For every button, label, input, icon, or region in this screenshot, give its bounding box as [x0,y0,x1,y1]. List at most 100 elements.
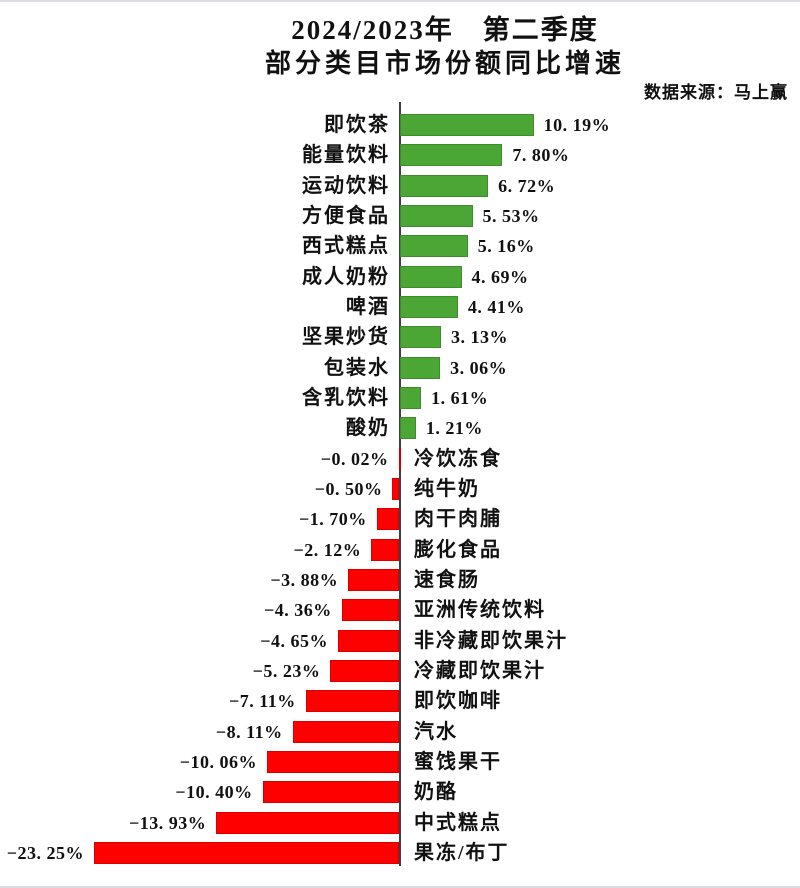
category-label: 肉干肉脯 [414,508,502,531]
chart-row: 冷藏即饮果汁 −5. 23% [0,656,800,686]
chart-row: 酸奶 1. 21% [0,413,800,443]
chart-row: 运动饮料 6. 72% [0,171,800,201]
chart-row: 即饮咖啡 −7. 11% [0,686,800,716]
value-label: −10. 40% [175,782,253,803]
category-bar [400,417,416,440]
chart-row: 果冻/布丁 −23. 25% [0,838,800,868]
value-label: 3. 13% [451,327,509,348]
category-bar [267,750,399,773]
zero-axis-line [399,102,401,866]
category-bar [400,235,468,258]
value-label: 3. 06% [450,357,508,378]
value-label: −8. 11% [215,721,283,742]
category-bar [330,659,399,682]
chart-row: 中式糕点 −13. 93% [0,807,800,837]
chart-row: 方便食品 5. 53% [0,201,800,231]
chart-row: 成人奶粉 4. 69% [0,262,800,292]
chart-row: 膨化食品 −2. 12% [0,534,800,564]
chart-row: 包装水 3. 06% [0,353,800,383]
category-bar [94,841,399,864]
category-label: 中式糕点 [414,811,502,834]
chart-title: 2024/2023年 第二季度 部分类目市场份额同比增速 [0,14,800,80]
chart-row: 纯牛奶 −0. 50% [0,474,800,504]
chart-row: 奶酪 −10. 40% [0,777,800,807]
category-label: 即饮茶 [324,114,390,137]
value-label: −13. 93% [129,812,207,833]
data-source-note: 数据来源：马上赢 [644,83,788,102]
value-label: 5. 16% [477,236,535,257]
value-label: −1. 70% [298,509,367,530]
category-label: 蜜饯果干 [414,750,502,773]
value-label: −10. 06% [179,751,258,772]
category-label: 运动饮料 [302,174,390,197]
category-label: 含乳饮料 [302,387,390,410]
chart-row: 非冷藏即饮果汁 −4. 65% [0,625,800,655]
category-bar [376,508,399,531]
chart-row: 坚果炒货 3. 13% [0,322,800,352]
category-bar [400,296,458,319]
value-label: 7. 80% [512,145,570,166]
value-label: 4. 41% [467,297,525,318]
category-bar [400,356,441,379]
category-bar [398,447,401,470]
value-label: −0. 02% [320,448,389,469]
category-label: 汽水 [414,720,458,743]
category-label: 速食肠 [414,568,480,591]
category-bar [292,720,399,743]
chart-row: 冷饮冻食 −0. 02% [0,444,800,474]
category-bar [262,781,399,804]
chart-row: 肉干肉脯 −1. 70% [0,504,800,534]
category-label: 包装水 [324,356,390,379]
chart-row: 亚洲传统饮料 −4. 36% [0,595,800,625]
value-label: −23. 25% [6,842,85,863]
category-label: 酸奶 [346,417,390,440]
value-label: −7. 11% [228,691,296,712]
category-bar [348,568,399,591]
value-label: −2. 12% [293,539,362,560]
chart-row: 速食肠 −3. 88% [0,565,800,595]
chart-row: 能量饮料 7. 80% [0,140,800,170]
category-label: 方便食品 [302,205,390,228]
category-bar [400,326,442,349]
category-label: 冷藏即饮果汁 [414,659,546,682]
category-label: 亚洲传统饮料 [414,599,546,622]
category-label: 膨化食品 [414,538,502,561]
value-label: 6. 72% [498,175,556,196]
category-label: 奶酪 [414,781,458,804]
value-label: −0. 50% [314,478,383,499]
category-label: 西式糕点 [302,235,390,258]
category-label: 果冻/布丁 [414,841,510,864]
category-bar [371,538,399,561]
chart-title-line1: 2024/2023年 第二季度 [291,15,599,45]
category-label: 非冷藏即饮果汁 [414,629,568,652]
category-label: 冷饮冻食 [414,447,502,470]
category-label: 啤酒 [346,296,390,319]
chart-row: 西式糕点 5. 16% [0,231,800,261]
category-bar [400,114,534,137]
value-label: 10. 19% [543,115,611,136]
chart-row: 含乳饮料 1. 61% [0,383,800,413]
chart-title-line2: 部分类目市场份额同比增速 [264,48,625,78]
category-label: 成人奶粉 [302,265,390,288]
value-label: −5. 23% [252,660,321,681]
category-label: 即饮咖啡 [414,690,502,713]
category-bar [400,174,489,197]
chart-row: 蜜饯果干 −10. 06% [0,747,800,777]
category-label: 能量饮料 [302,144,390,167]
category-bar [400,205,473,228]
chart-row: 汽水 −8. 11% [0,716,800,746]
chart-row: 啤酒 4. 41% [0,292,800,322]
category-bar [216,811,399,834]
category-bar [400,265,462,288]
value-label: 4. 69% [471,266,529,287]
value-label: 1. 21% [425,418,483,439]
category-bar [400,144,503,167]
value-label: 1. 61% [431,388,489,409]
value-label: −3. 88% [270,569,339,590]
category-label: 坚果炒货 [302,326,390,349]
value-label: −4. 65% [260,630,329,651]
category-bar [341,599,399,622]
category-label: 纯牛奶 [414,477,480,500]
